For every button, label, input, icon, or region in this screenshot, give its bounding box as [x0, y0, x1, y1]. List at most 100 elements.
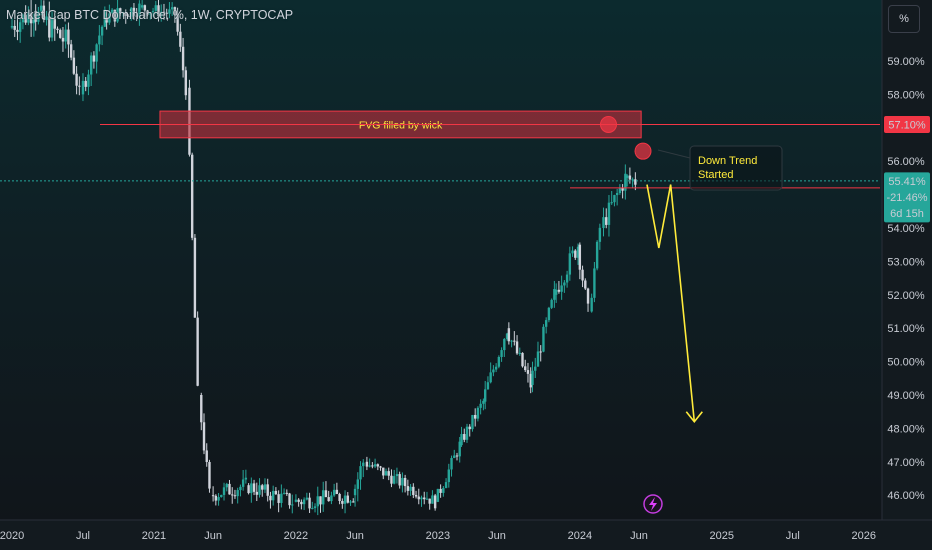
candle-body [127, 15, 130, 17]
x-tick-label: Jun [630, 530, 648, 542]
candle-body [274, 490, 278, 495]
x-tick-label: Jun [346, 530, 364, 542]
candle-body [473, 414, 477, 419]
candle-body [300, 501, 303, 505]
candle-body [69, 44, 73, 58]
candle-body [423, 497, 426, 500]
candle-body [607, 202, 611, 225]
candle-body [179, 31, 182, 47]
candle-body [72, 57, 76, 74]
candle-body [341, 500, 344, 504]
candle-body [346, 495, 349, 503]
candle-body [100, 26, 104, 36]
candle-body [130, 7, 133, 17]
candle-body [160, 11, 163, 17]
candle-body [322, 490, 325, 505]
candle-body [359, 466, 362, 480]
candle-body [200, 395, 203, 423]
candle-body [269, 495, 272, 501]
candle-body [231, 494, 234, 496]
candle-body [476, 407, 480, 419]
candlestick-series [10, 0, 637, 516]
candle-body [75, 73, 78, 86]
candle-body [138, 3, 141, 17]
candle-body [45, 16, 48, 20]
candle-body [193, 237, 197, 318]
candle-body [453, 455, 456, 459]
candle-body [586, 288, 590, 304]
price-axis-panel[interactable] [882, 0, 932, 520]
candle-body [384, 471, 388, 476]
candle-body [42, 5, 46, 20]
candle-body [401, 477, 404, 486]
candle-body [547, 307, 551, 321]
unit-toggle-button[interactable]: % [888, 5, 920, 33]
candle-body [352, 501, 355, 503]
candle-body [146, 10, 149, 15]
candle-body [89, 55, 93, 75]
candle-body [211, 495, 215, 497]
candle-body [176, 14, 179, 32]
highlight-marker [634, 142, 652, 160]
x-tick-label: Jul [76, 530, 90, 542]
projection-path[interactable] [646, 184, 696, 422]
chart-title[interactable]: Market Cap BTC Dominance, %, 1W, CRYPTOC… [6, 8, 294, 22]
y-tick-label: 59.00% [887, 56, 925, 68]
x-tick-label: 2021 [142, 530, 166, 542]
candle-body [362, 462, 365, 467]
candle-body [560, 285, 563, 292]
candle-body [29, 13, 33, 24]
candle-body [173, 7, 177, 16]
candle-body [181, 46, 185, 71]
candle-body [395, 474, 399, 477]
candle-body [154, 5, 157, 11]
candle-body [544, 320, 548, 327]
candle-body [196, 317, 199, 386]
candle-body [581, 269, 584, 281]
candle-body [406, 486, 410, 491]
resistance-price-badge[interactable]: 57.10% [884, 115, 930, 133]
candle-body [412, 486, 415, 496]
candle-body [414, 495, 418, 497]
candle-body [554, 289, 558, 295]
candle-body [465, 426, 469, 440]
candle-body [420, 497, 423, 500]
candle-body [217, 497, 220, 501]
candle-body [113, 9, 117, 22]
candle-body [165, 12, 168, 14]
time-axis-panel[interactable] [0, 520, 932, 550]
candle-body [393, 476, 396, 484]
candle-body [539, 351, 542, 353]
candle-body [526, 370, 530, 374]
candle-body [631, 179, 634, 181]
last-price-badge[interactable]: 55.41% -21.46% 6d 15h [884, 172, 930, 223]
candle-body [450, 458, 453, 470]
lightning-icon[interactable] [643, 494, 663, 514]
y-tick-label: 53.00% [887, 256, 925, 268]
candle-body [140, 5, 144, 8]
candle-body [531, 370, 534, 385]
x-tick-label: Jul [786, 530, 800, 542]
trend-callout-pointer [657, 149, 691, 159]
trend-callout-box[interactable] [689, 145, 783, 191]
candle-body [605, 217, 608, 225]
candle-body [553, 289, 556, 300]
candle-body [576, 246, 580, 258]
candle-body [149, 12, 152, 15]
candle-body [263, 484, 267, 490]
candle-body [288, 493, 291, 506]
candle-body [266, 484, 269, 496]
candle-body [436, 488, 440, 502]
candle-body [458, 441, 461, 457]
candle-body [108, 13, 111, 23]
bar-countdown: 6d 15h [890, 208, 924, 220]
candle-body [119, 8, 122, 14]
candle-body [505, 333, 509, 340]
y-tick-label: 50.00% [887, 357, 925, 369]
y-tick-label: 56.00% [887, 156, 925, 168]
candle-body [542, 326, 545, 352]
candle-body [236, 490, 239, 497]
candle-body [447, 469, 450, 483]
candle-body [439, 488, 442, 493]
